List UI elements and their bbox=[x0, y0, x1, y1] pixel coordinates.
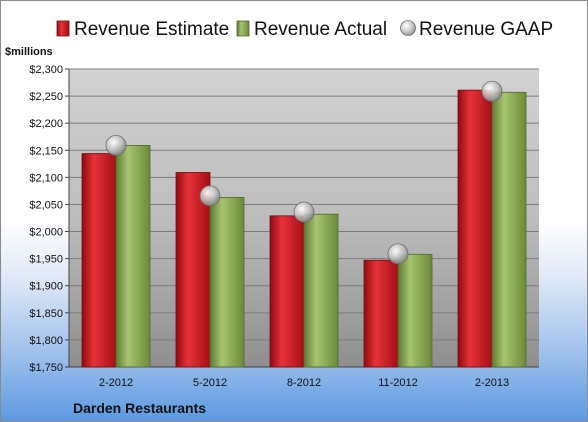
x-tick-label: 2-2012 bbox=[99, 377, 133, 389]
legend-label: Revenue Estimate bbox=[74, 19, 229, 40]
y-tick-label: $2,050 bbox=[29, 199, 63, 211]
revenue-actual-bar bbox=[397, 253, 433, 368]
y-tick-label: $2,300 bbox=[29, 64, 63, 76]
legend-swatch-estimate bbox=[56, 20, 70, 37]
revenue-estimate-bar bbox=[269, 215, 305, 368]
revenue-actual-bar bbox=[209, 197, 245, 368]
revenue-estimate-bar bbox=[457, 89, 493, 368]
y-tick-label: $1,750 bbox=[29, 362, 63, 374]
revenue-gaap-marker bbox=[481, 80, 503, 102]
y-tick-label: $1,950 bbox=[29, 254, 63, 266]
revenue-actual-bar bbox=[303, 213, 339, 368]
revenue-gaap-marker bbox=[293, 201, 315, 223]
y-tick-label: $1,800 bbox=[29, 335, 63, 347]
y-unit-label: $millions bbox=[5, 46, 53, 58]
revenue-gaap-marker bbox=[105, 134, 127, 156]
revenue-gaap-marker bbox=[199, 185, 221, 207]
y-tick-label: $2,250 bbox=[29, 91, 63, 103]
x-tick-label: 11-2012 bbox=[378, 377, 418, 389]
legend-swatch-gaap bbox=[400, 20, 416, 36]
y-tick-label: $2,000 bbox=[29, 227, 63, 239]
revenue-actual-bar bbox=[491, 91, 527, 368]
revenue-estimate-bar bbox=[81, 153, 117, 368]
x-tick-label: 8-2012 bbox=[287, 377, 321, 389]
revenue-estimate-bar bbox=[363, 259, 399, 368]
y-tick-label: $1,850 bbox=[29, 308, 63, 320]
y-tick-label: $1,900 bbox=[29, 281, 63, 293]
y-tick-label: $2,100 bbox=[29, 172, 63, 184]
revenue-actual-bar bbox=[115, 144, 151, 368]
company-name: Darden Restaurants bbox=[73, 400, 206, 416]
x-tick-label: 2-2013 bbox=[475, 377, 509, 389]
y-tick-label: $2,150 bbox=[29, 145, 63, 157]
x-tick-label: 5-2012 bbox=[193, 377, 227, 389]
y-tick-label: $2,200 bbox=[29, 118, 63, 130]
legend-swatch-actual bbox=[236, 20, 250, 37]
revenue-gaap-marker bbox=[387, 243, 409, 265]
legend-label: Revenue Actual bbox=[254, 19, 387, 40]
revenue-estimate-bar bbox=[175, 172, 211, 368]
legend-label: Revenue GAAP bbox=[419, 19, 553, 40]
